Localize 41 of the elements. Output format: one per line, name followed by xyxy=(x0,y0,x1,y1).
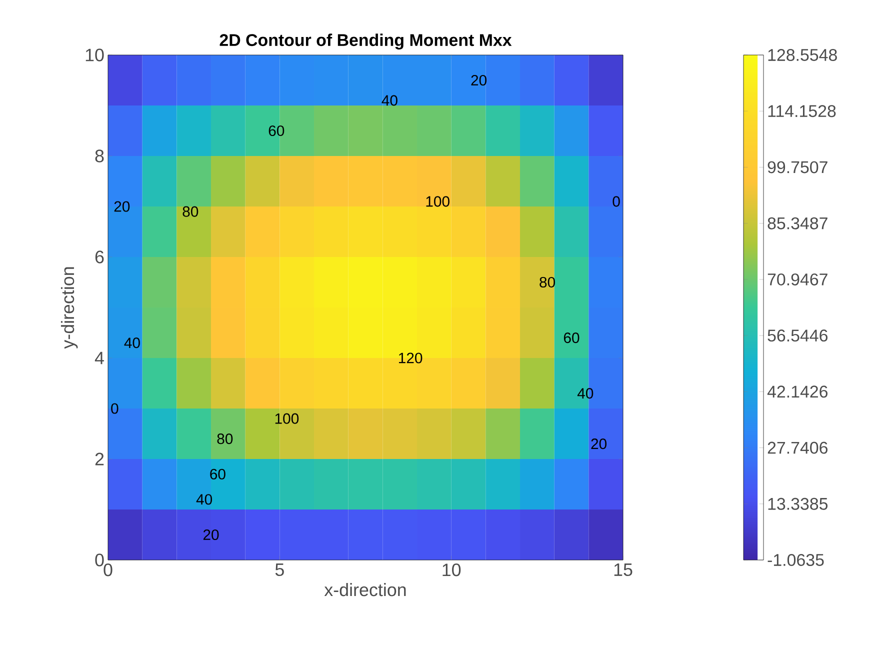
annotation: 40 xyxy=(196,494,212,505)
annotation: 60 xyxy=(564,332,580,344)
annotation: 60 xyxy=(210,468,226,480)
annotation: 20 xyxy=(114,201,130,212)
color-bar-label: 114.1528 xyxy=(768,105,836,118)
annotation: 20 xyxy=(203,529,219,540)
x-tick-label: 5 xyxy=(275,564,284,576)
annotation: 80 xyxy=(182,206,198,217)
chart-title: 2D Contour of Bending Moment Mxx xyxy=(220,34,512,50)
y-tick-label: 6 xyxy=(95,250,104,264)
annotation: 0 xyxy=(612,196,620,207)
x-axis-title: x-direction xyxy=(324,583,406,596)
y-tick-label: 8 xyxy=(95,150,104,162)
color-bar-label: 27.7406 xyxy=(768,442,828,454)
y-tick-label: 4 xyxy=(94,352,104,364)
color-bar-label: 99.7507 xyxy=(768,161,828,174)
annotation: 80 xyxy=(217,434,233,444)
color-bar-label: 13.3385 xyxy=(768,498,828,510)
x-tick-label: 10 xyxy=(442,564,461,576)
y-axis-title: y-direction xyxy=(60,267,78,349)
color-bar-label: -1.0635 xyxy=(768,554,824,566)
color-bar-label: 70.9467 xyxy=(768,273,828,286)
annotation: 60 xyxy=(268,125,284,136)
annotation: 100 xyxy=(426,196,450,207)
y-tick-label: 10 xyxy=(86,48,104,62)
y-tick-label: 2 xyxy=(95,452,104,466)
x-tick-label: 15 xyxy=(614,564,632,576)
y-tick-label: 0 xyxy=(95,554,104,566)
annotation: 0 xyxy=(111,403,118,414)
annotation: 20 xyxy=(591,438,607,450)
x-tick-label: 0 xyxy=(104,564,112,576)
color-bar-label: 56.5446 xyxy=(768,330,828,342)
color-bar-label: 85.3487 xyxy=(768,217,828,230)
color-bar-label: 128.5548 xyxy=(768,48,837,61)
annotation: 100 xyxy=(275,413,299,424)
annotation: 40 xyxy=(382,95,398,106)
color-bar-label: 42.1426 xyxy=(767,386,828,398)
annotation: 40 xyxy=(124,338,140,348)
annotation: 120 xyxy=(398,352,422,364)
annotation: 40 xyxy=(577,388,594,399)
annotation: 20 xyxy=(471,74,487,86)
